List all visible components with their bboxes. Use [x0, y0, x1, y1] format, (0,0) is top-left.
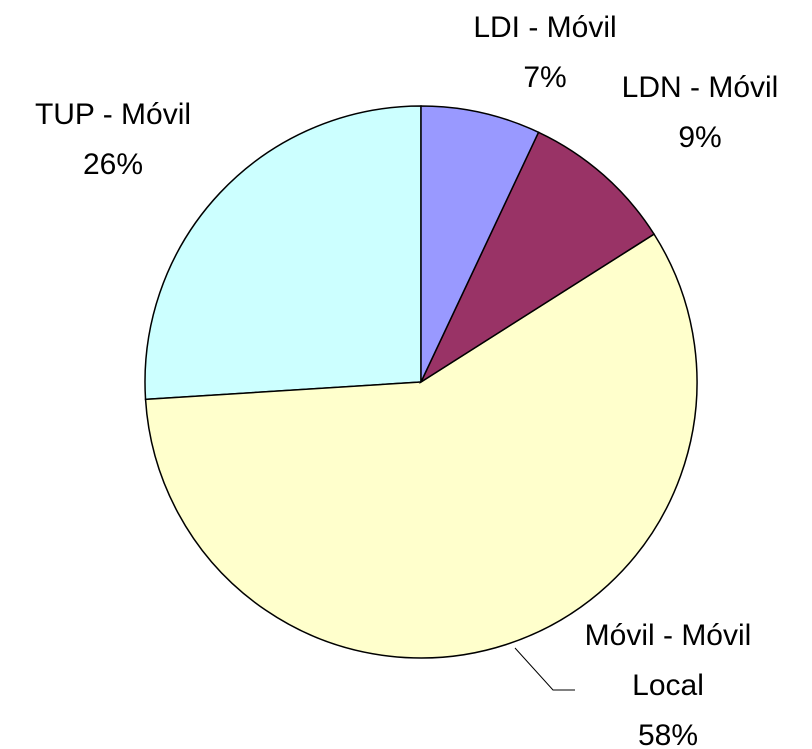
percent-label: 9%: [678, 121, 722, 154]
percent-label: 58%: [637, 719, 699, 749]
percent-label: 26%: [82, 148, 144, 181]
percent-label: 7%: [523, 61, 567, 94]
slice-label: TUP - Móvil 26%: [0, 90, 233, 190]
category-label: Móvil - Móvil Local: [584, 619, 752, 702]
pie-slice: [144, 105, 422, 401]
slice-label: LDN - Móvil 9%: [580, 63, 812, 163]
slice-label: LDI - Móvil 7%: [425, 3, 665, 103]
category-label: LDN - Móvil: [621, 71, 779, 104]
leader-line: [514, 647, 575, 691]
pie-slice: [419, 131, 656, 385]
slice-label: Móvil - Móvil Local 58%: [578, 611, 758, 749]
category-label: LDI - Móvil: [473, 11, 617, 44]
pie-slice: [420, 105, 540, 383]
category-label: TUP - Móvil: [34, 98, 192, 131]
pie-slice: [144, 233, 698, 659]
